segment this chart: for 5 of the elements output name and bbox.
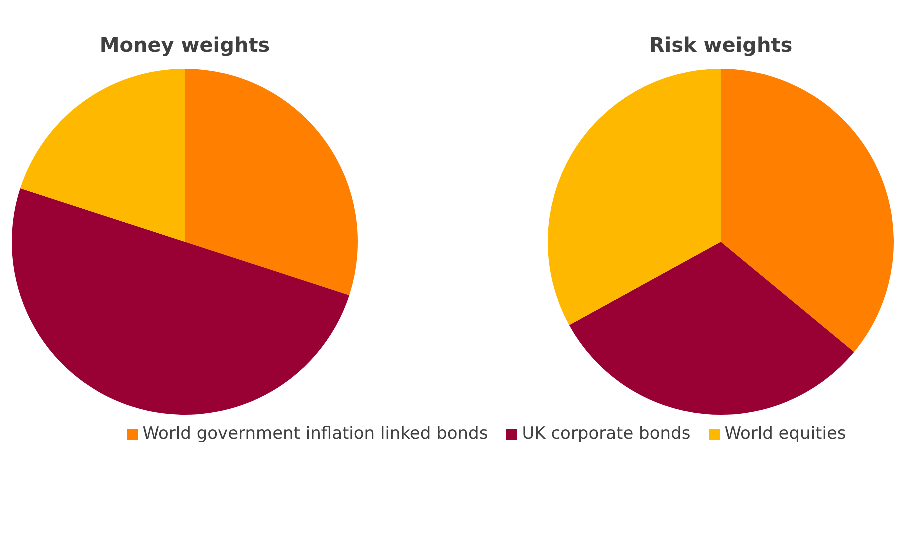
legend-label: World government inflation linked bonds xyxy=(142,424,488,444)
chart-title: Risk weights xyxy=(649,33,793,58)
chart-title: Money weights xyxy=(100,33,270,58)
legend-label: World equities xyxy=(724,424,846,444)
legend-label: UK corporate bonds xyxy=(522,424,691,444)
